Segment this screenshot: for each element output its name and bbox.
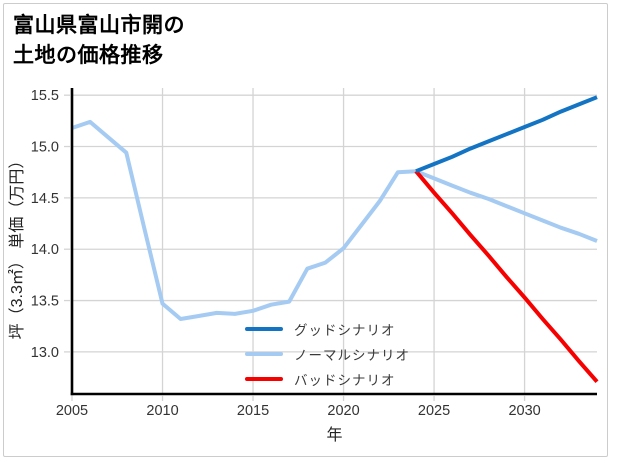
line-series-2 [414,169,599,384]
x-tick-label-2015: 2015 [237,403,269,419]
y-axis-label: 坪（3.3㎡） 単価（万円） [8,153,26,340]
y-tick-label-15.5: 15.5 [31,88,59,104]
x-axis-label: 年 [326,426,342,444]
chart-legend: グッドシナリオ ノーマルシナリオ バッドシナリオ [245,316,410,391]
y-tick-label-13.0: 13.0 [31,345,59,361]
y-tick-label-13.5: 13.5 [31,294,59,310]
line-series-0 [415,95,598,174]
tick-marks [64,94,526,401]
x-tick-label-2025: 2025 [418,403,450,419]
good-scenario-line-swatch [245,326,283,331]
axis-spines [70,88,597,396]
x-tick-label-2010: 2010 [146,403,178,419]
x-tick-label-2030: 2030 [508,403,540,419]
chart-title: 富山県富山市開の 土地の価格推移 [13,11,185,71]
x-tick-label-2020: 2020 [327,403,359,419]
tick-labels: 2005 2010 2015 2020 2025 2030 13.0 13.5 14.0 14.5… [31,88,541,419]
series-lines [71,95,599,384]
line-series-1 [71,119,598,321]
legend-label-good: グッドシナリオ [294,322,396,338]
bad-scenario-line-swatch [245,376,283,381]
normal-scenario-line-swatch [245,351,283,356]
legend-label-normal: ノーマルシナリオ [294,347,410,363]
legend-item-bad-scenario: バッドシナリオ [245,366,410,391]
x-tick-label-2005: 2005 [56,403,88,419]
chart-title-line2: 土地の価格推移 [13,44,164,67]
legend-label-bad: バッドシナリオ [294,372,396,388]
legend-item-normal-scenario: ノーマルシナリオ [245,341,410,366]
chart-title-line1: 富山県富山市開の [13,14,185,37]
y-tick-label-14.5: 14.5 [31,191,59,207]
legend-item-good-scenario: グッドシナリオ [245,316,410,341]
y-tick-label-15.0: 15.0 [31,140,59,156]
y-tick-label-14.0: 14.0 [31,242,59,258]
